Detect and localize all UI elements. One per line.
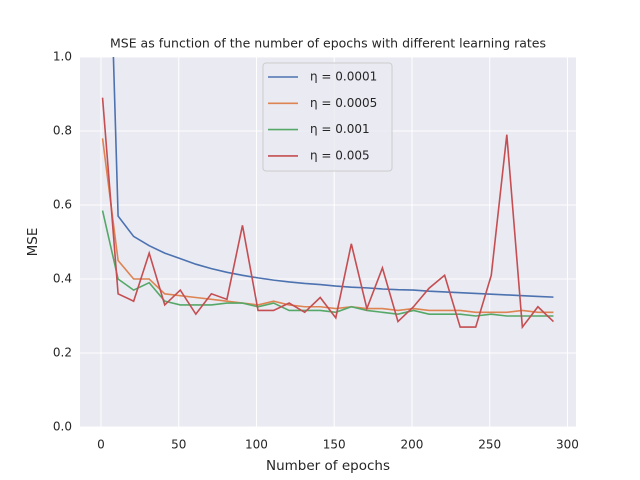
data-line: [112, 57, 554, 298]
y-tick-label: 0.6: [53, 198, 72, 212]
legend-box: [262, 62, 393, 172]
y-tick-label: 0.8: [53, 124, 72, 138]
grid: [80, 56, 576, 428]
x-tick-label: 200: [401, 438, 424, 452]
legend-label: η = 0.005: [310, 148, 370, 162]
x-tick-label: 250: [478, 438, 501, 452]
legend-label: η = 0.0005: [310, 96, 377, 110]
y-tick-label: 0.0: [53, 420, 72, 434]
x-tick-label: 300: [556, 438, 579, 452]
y-tick-label: 0.4: [53, 272, 72, 286]
y-tick-label: 1.0: [53, 50, 72, 64]
x-tick-label: 0: [97, 438, 105, 452]
legend-label: η = 0.001: [310, 122, 370, 136]
x-tick-label: 100: [245, 438, 268, 452]
y-axis-label: MSE: [25, 228, 41, 257]
lines: [101, 57, 555, 330]
legend: η = 0.0001 η = 0.0005 η = 0.001 η = 0.005: [262, 62, 393, 172]
x-axis-label: Number of epochs: [266, 458, 390, 474]
x-tick-label: 150: [323, 438, 346, 452]
data-line: [101, 97, 555, 330]
chart-title: MSE as function of the number of epochs …: [110, 36, 546, 51]
legend-label: η = 0.0001: [310, 70, 377, 84]
x-tick-label: 50: [171, 438, 186, 452]
y-tick-label: 0.2: [53, 346, 72, 360]
